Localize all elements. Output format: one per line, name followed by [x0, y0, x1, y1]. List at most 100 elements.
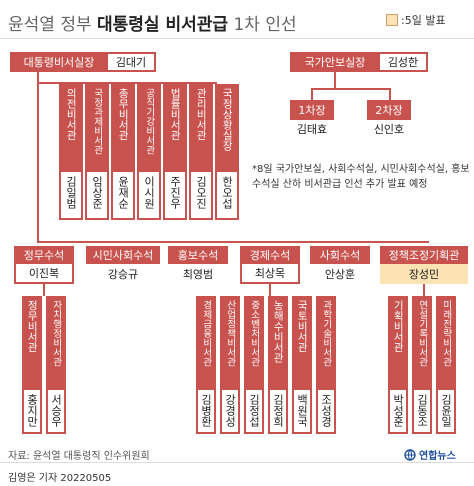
secretary-name: 김윤일 [439, 394, 453, 427]
secretary-title: 정무비서관 [26, 300, 39, 353]
secretary-name: 김정희 [271, 394, 285, 427]
legend-swatch [386, 14, 398, 26]
senior-name: 강승규 [86, 264, 160, 284]
secretary-title: 법률비서관 [169, 88, 182, 141]
secretary-name: 김동조 [415, 394, 429, 427]
connector-nsa-horizontal [311, 88, 391, 90]
senior-civil-society: 시민사회수석 강승규 [86, 246, 160, 284]
list-item: 산업정책비서관 강경성 [220, 296, 240, 434]
source-text: 자료: 윤석열 대통령직 인수위원회 [8, 451, 150, 462]
secretary-title: 국정상황실장 [221, 88, 234, 151]
senior-label: 사회수석 [310, 246, 370, 264]
list-item: 과학기술비서관 조성경 [316, 296, 336, 434]
secretary-title: 미래전략비서관 [440, 300, 452, 367]
list-item: 공직기강비서관 이시원 [137, 84, 161, 220]
credit-text: 김영은 기자 20220505 [8, 473, 112, 484]
nsa-deputy2-name: 신인호 [367, 120, 411, 138]
secretary-title: 연설기록비서관 [416, 300, 428, 367]
list-item: 국정상황실장 한오섭 [215, 84, 239, 220]
connector-economic-down [269, 284, 271, 296]
connector-direct-horizontal [37, 82, 217, 84]
secretary-name: 백원국 [295, 394, 309, 427]
connector-tick [70, 82, 72, 86]
secretary-name: 김병환 [199, 394, 213, 427]
page-title: 윤석열 정부 대통령실 비서관급 1차 인선 [8, 10, 297, 35]
list-item: 국토비서관 백원국 [292, 296, 312, 434]
senior-political: 정무수석 이진복 [14, 246, 74, 284]
secretary-name: 임상준 [90, 176, 104, 209]
secretary-name: 서승우 [49, 394, 63, 427]
secretary-name: 김정섭 [247, 394, 261, 427]
title-suffix: 1차 인선 [228, 15, 297, 35]
senior-label: 시민사회수석 [86, 246, 160, 264]
nsa-deputy1-label: 1차장 [290, 100, 334, 120]
legend: :5일 발표 [386, 12, 446, 28]
list-item: 자치행정비서관 서승우 [46, 296, 66, 434]
senior-label: 정책조정기획관 [380, 246, 468, 264]
senior-social: 사회수석 안상훈 [310, 246, 370, 284]
secretary-name: 조성경 [319, 394, 333, 427]
globe-icon [404, 448, 416, 461]
senior-name: 최영범 [168, 264, 228, 284]
nsa-deputy1-name: 김태효 [290, 120, 334, 138]
secretary-title: 기획비서관 [392, 300, 405, 353]
brand-name: 연합뉴스 [419, 451, 456, 462]
list-item: 의전비서관 김일범 [59, 84, 83, 220]
senior-name: 장성민 [380, 264, 468, 284]
secretary-title: 관리비서관 [195, 88, 208, 141]
list-item: 기획비서관 박성훈 [388, 296, 408, 434]
list-item: 연설기록비서관 김동조 [412, 296, 432, 434]
list-item: 경제금융비서관 김병환 [196, 296, 216, 434]
list-item: 미래전략비서관 김윤일 [436, 296, 456, 434]
senior-name: 이진복 [14, 264, 74, 284]
secretary-title: 중소벤처비서관 [248, 300, 260, 367]
secretary-name: 홍지만 [25, 394, 39, 427]
senior-economic: 경제수석 최상목 [240, 246, 300, 284]
connector-nsa-vertical [334, 72, 336, 88]
connector-main-vertical [37, 72, 39, 242]
brand-logo: 연합뉴스 [404, 447, 456, 462]
senior-label: 경제수석 [240, 246, 300, 264]
secretary-name: 이시원 [142, 176, 156, 209]
secretary-name: 주진우 [168, 176, 182, 209]
secretary-title: 농해수비서관 [272, 300, 285, 363]
secretary-title: 국토비서관 [296, 300, 309, 353]
secretary-title: 자치행정비서관 [50, 300, 62, 367]
title-prefix: 윤석열 정부 [8, 15, 98, 35]
nsa-deputy2-label: 2차장 [367, 100, 411, 120]
secretary-name: 윤재순 [116, 176, 130, 209]
secretary-title: 공직기강비서관 [143, 88, 155, 155]
announcement-note: *8일 국가안보실, 사회수석실, 시민사회수석실, 홍보수석실 산하 비서관급… [252, 164, 470, 190]
secretary-name: 강경성 [223, 394, 237, 427]
connector-political-down [43, 284, 45, 296]
chief-secretary-label: 대통령비서실장 [10, 52, 108, 72]
secretary-name: 한오섭 [220, 176, 234, 209]
nsa-name: 김성한 [380, 52, 428, 72]
senior-press: 홍보수석 최영범 [168, 246, 228, 284]
secretary-title: 국정과제비서관 [91, 88, 103, 155]
secretary-title: 총무비서관 [117, 88, 130, 141]
legend-label: :5일 발표 [401, 14, 446, 27]
secretary-name: 박성훈 [391, 394, 405, 427]
list-item: 농해수비서관 김정희 [268, 296, 288, 434]
list-item: 국정과제비서관 임상준 [85, 84, 109, 220]
connector-senior-horizontal [37, 241, 429, 243]
secretary-title: 산업정책비서관 [224, 300, 236, 367]
list-item: 중소벤처비서관 김정섭 [244, 296, 264, 434]
secretary-name: 김오진 [194, 176, 208, 209]
connector-nsa-deputy1 [311, 88, 313, 100]
chief-secretary-name: 김대기 [108, 52, 156, 72]
title-main: 대통령실 비서관급 [97, 15, 229, 35]
senior-name: 안상훈 [310, 264, 370, 284]
senior-label: 정무수석 [14, 246, 74, 264]
senior-policy-coordination: 정책조정기획관 장성민 [380, 246, 468, 284]
senior-name: 최상목 [240, 264, 300, 284]
senior-label: 홍보수석 [168, 246, 228, 264]
secretary-title: 과학기술비서관 [320, 300, 332, 367]
connector-nsa-deputy2 [389, 88, 391, 100]
nsa-label: 국가안보실장 [290, 52, 380, 72]
list-item: 관리비서관 김오진 [189, 84, 213, 220]
list-item: 정무비서관 홍지만 [22, 296, 42, 434]
secretary-title: 경제금융비서관 [200, 300, 212, 367]
list-item: 총무비서관 윤재순 [111, 84, 135, 220]
